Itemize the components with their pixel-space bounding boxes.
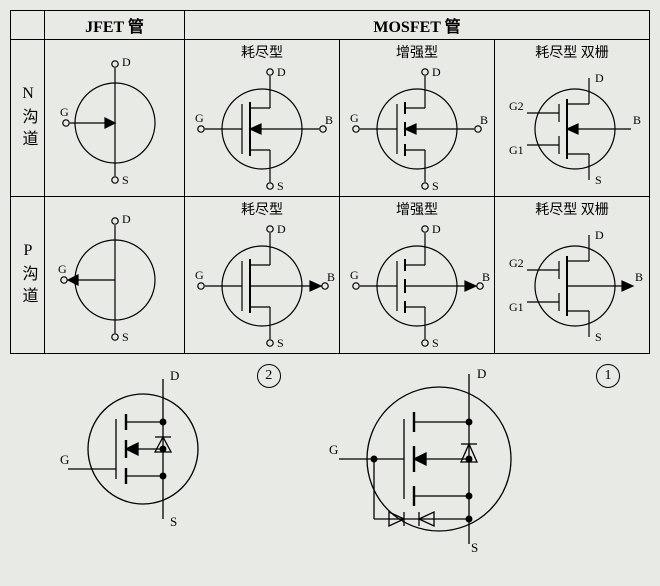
pin-d: D xyxy=(477,366,486,381)
pin-g: G xyxy=(350,111,359,125)
cell-n-jfet: D S G xyxy=(45,40,185,197)
corner-cell xyxy=(11,11,45,40)
cell-p-enhancement: 增强型 D xyxy=(340,197,495,354)
pin-g2: G2 xyxy=(509,256,524,270)
cell-p-jfet: D S G xyxy=(45,197,185,354)
pin-g1: G1 xyxy=(509,300,524,314)
n-channel-row: N沟道 D S xyxy=(11,40,650,197)
jfet-header: JFET 管 xyxy=(45,11,185,40)
cell-p-dualgate: 耗尽型 双栅 D S G2 G1 B xyxy=(495,197,650,354)
pin-b: B xyxy=(482,270,490,284)
bottom-symbol-left: D S G xyxy=(58,364,218,534)
pin-g: G xyxy=(60,105,69,119)
p-mos-enh-symbol: D S G B xyxy=(342,221,492,351)
pin-s: S xyxy=(432,336,439,350)
pin-g: G xyxy=(329,442,338,457)
pin-s: S xyxy=(595,330,602,344)
pin-d: D xyxy=(595,71,604,85)
p-mos-dual-symbol: D S G2 G1 B xyxy=(497,221,647,351)
below-row: D S G 2 xyxy=(10,364,650,554)
pin-g: G xyxy=(195,111,204,125)
type-label: 耗尽型 xyxy=(187,199,337,219)
type-label: 耗尽型 xyxy=(187,42,337,62)
bottom-symbol-right: D S G xyxy=(319,364,539,554)
n-mos-dual-symbol: D S G2 G1 B xyxy=(497,64,647,194)
p-channel-row: P沟道 D S G 耗 xyxy=(11,197,650,354)
pin-d: D xyxy=(277,65,286,79)
type-label: 增强型 xyxy=(342,199,492,219)
diagram-wrap: JFET 管 MOSFET 管 N沟道 xyxy=(10,10,650,554)
num-1: 1 xyxy=(596,364,620,388)
p-jfet-symbol: D S G xyxy=(50,205,180,345)
pin-g1: G1 xyxy=(509,143,524,157)
cell-p-depletion: 耗尽型 D S xyxy=(185,197,340,354)
pin-d: D xyxy=(277,222,286,236)
type-label: 增强型 xyxy=(342,42,492,62)
pin-g2: G2 xyxy=(509,99,524,113)
pin-b: B xyxy=(327,270,335,284)
n-mos-enh-symbol: D S G B xyxy=(342,64,492,194)
pin-d: D xyxy=(122,212,131,226)
mosfet-header: MOSFET 管 xyxy=(185,11,650,40)
pin-d: D xyxy=(432,65,441,79)
cell-n-enhancement: 增强型 xyxy=(340,40,495,197)
pin-s: S xyxy=(432,179,439,193)
pin-b: B xyxy=(633,113,641,127)
cell-n-depletion: 耗尽型 xyxy=(185,40,340,197)
pin-s: S xyxy=(595,173,602,187)
type-label: 耗尽型 双栅 xyxy=(497,42,647,62)
pin-g: G xyxy=(60,452,69,467)
pin-b: B xyxy=(635,270,643,284)
pin-g: G xyxy=(350,268,359,282)
pin-s: S xyxy=(170,514,177,529)
n-channel-label: N沟道 xyxy=(11,40,45,197)
pin-s: S xyxy=(122,173,129,187)
pin-s: S xyxy=(122,330,129,344)
n-jfet-symbol: D S G xyxy=(50,48,180,188)
pin-s: S xyxy=(277,179,284,193)
p-channel-label: P沟道 xyxy=(11,197,45,354)
pin-b: B xyxy=(325,113,333,127)
n-mos-depletion-symbol: D S G B xyxy=(187,64,337,194)
pin-s: S xyxy=(471,540,478,554)
num-2: 2 xyxy=(257,364,281,388)
pin-d: D xyxy=(122,55,131,69)
fet-table: JFET 管 MOSFET 管 N沟道 xyxy=(10,10,650,354)
cell-n-dualgate: 耗尽型 双栅 xyxy=(495,40,650,197)
pin-d: D xyxy=(170,368,179,383)
pin-s: S xyxy=(277,336,284,350)
pin-g: G xyxy=(58,262,67,276)
pin-d: D xyxy=(432,222,441,236)
type-label: 耗尽型 双栅 xyxy=(497,199,647,219)
header-row: JFET 管 MOSFET 管 xyxy=(11,11,650,40)
pin-b: B xyxy=(480,113,488,127)
p-mos-depletion-symbol: D S G B xyxy=(187,221,337,351)
pin-g: G xyxy=(195,268,204,282)
pin-d: D xyxy=(595,228,604,242)
